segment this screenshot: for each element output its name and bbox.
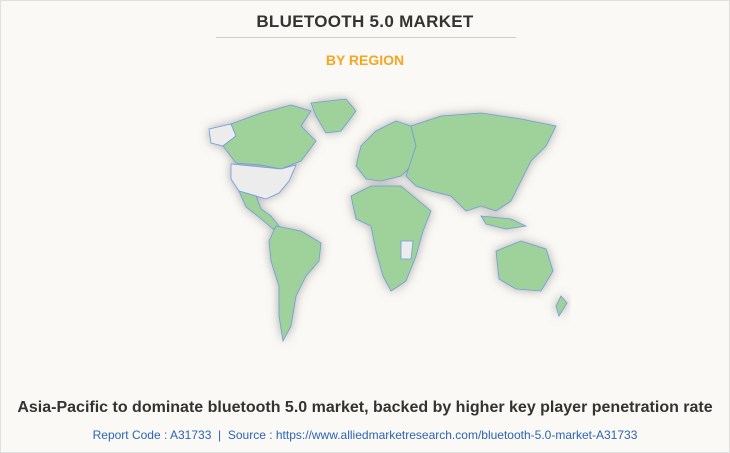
world-map	[208, 98, 568, 343]
page-title: BLUETOOTH 5.0 MARKET	[256, 12, 474, 31]
region-canada	[222, 104, 317, 170]
region-africa	[350, 185, 432, 292]
region-new-zealand	[555, 295, 568, 317]
page-subtitle: BY REGION	[325, 52, 405, 68]
report-code: Report Code : A31733	[92, 428, 212, 442]
region-south-america	[268, 225, 322, 343]
region-indonesia	[480, 215, 528, 230]
region-united-states	[230, 163, 297, 200]
region-australia	[495, 240, 554, 292]
region-greenland	[310, 98, 357, 134]
source-link[interactable]: Source : https://www.alliedmarketresearc…	[227, 428, 638, 442]
region-africa-no-data	[400, 240, 414, 260]
region-central-america	[238, 190, 280, 230]
region-asia	[405, 112, 557, 212]
source-line: Report Code : A31733 | Source : https://…	[1, 428, 729, 442]
title-divider	[216, 37, 516, 38]
separator: |	[218, 428, 222, 442]
map-caption: Asia-Pacific to dominate bluetooth 5.0 m…	[17, 399, 713, 416]
